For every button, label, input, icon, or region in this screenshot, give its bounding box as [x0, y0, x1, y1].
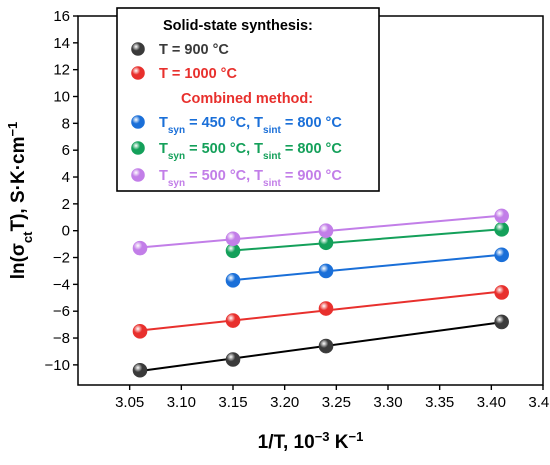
legend-label: T = 900 °C	[159, 42, 229, 58]
data-point	[494, 285, 509, 300]
x-tick-label: 3.30	[373, 394, 402, 411]
legend-box	[116, 7, 380, 192]
y-axis-title: ln(σctT), S·K·cm−1	[5, 122, 35, 280]
series-layer	[132, 208, 509, 378]
x-tick-label: 3.45	[528, 394, 550, 411]
y-tick-label: 12	[53, 62, 70, 79]
data-point	[318, 263, 334, 279]
y-tick-label: −4	[53, 276, 70, 293]
x-tick-label: 3.05	[115, 394, 144, 411]
y-tick-label: 14	[53, 35, 70, 52]
x-axis-title: 1/T, 10−3 K−1	[258, 429, 364, 454]
legend-marker	[131, 66, 145, 80]
legend-heading: Combined method:	[181, 91, 313, 107]
data-point	[318, 338, 334, 354]
y-tick-label: −2	[53, 250, 70, 267]
y-tick-label: 10	[53, 89, 70, 106]
y-tick-label: 0	[62, 223, 70, 240]
legend-marker	[131, 115, 145, 129]
legend-marker	[131, 141, 145, 155]
y-tick-label: 8	[62, 115, 70, 132]
y-tick-label: 6	[62, 142, 70, 159]
data-point	[132, 362, 148, 378]
y-tick-label: −6	[53, 303, 70, 320]
legend: Solid-state synthesis: T = 900 °C T = 1000…	[116, 7, 380, 192]
series-fit-line	[232, 228, 502, 252]
data-point	[318, 223, 334, 238]
legend-heading: Solid-state synthesis:	[163, 18, 313, 34]
data-point	[494, 222, 509, 237]
data-point	[318, 301, 334, 316]
y-tick-label: 4	[62, 169, 70, 186]
y-tick-label: −8	[53, 330, 70, 347]
data-point	[225, 352, 241, 367]
data-point	[225, 313, 241, 328]
legend-label: Tsyn = 500 °C, Tsint = 800 °C	[159, 141, 342, 162]
legend-label: Tsyn = 450 °C, Tsint = 800 °C	[159, 115, 342, 136]
data-point	[494, 314, 509, 330]
data-point	[225, 273, 241, 288]
legend-marker	[131, 168, 145, 182]
data-point	[132, 240, 148, 256]
series-fit-line	[232, 253, 502, 282]
y-tick-label: 2	[62, 196, 70, 213]
legend-marker	[131, 42, 145, 56]
y-tick-label: 16	[53, 8, 70, 25]
x-tick-label: 3.25	[322, 394, 351, 411]
x-tick-label: 3.35	[425, 394, 454, 411]
data-point	[494, 208, 509, 224]
x-tick-label: 3.20	[270, 394, 299, 411]
legend-label: Tsyn = 500 °C, Tsint = 900 °C	[159, 168, 342, 189]
x-tick-label: 3.15	[218, 394, 247, 411]
axes: 3.05 3.10 3.15 3.20 3.25 3.30 3.35 3.40 3.45 −10 −…	[45, 8, 550, 411]
y-tick-label: −10	[45, 357, 70, 374]
data-point	[494, 247, 509, 263]
axis-titles: 1/T, 10−3 K−1 ln(σctT), S·K·cm−1	[5, 122, 364, 453]
x-tick-label: 3.40	[477, 394, 506, 411]
data-point	[225, 231, 241, 247]
data-point	[132, 324, 148, 339]
legend-label: T = 1000 °C	[159, 66, 237, 82]
x-tick-label: 3.10	[167, 394, 196, 411]
